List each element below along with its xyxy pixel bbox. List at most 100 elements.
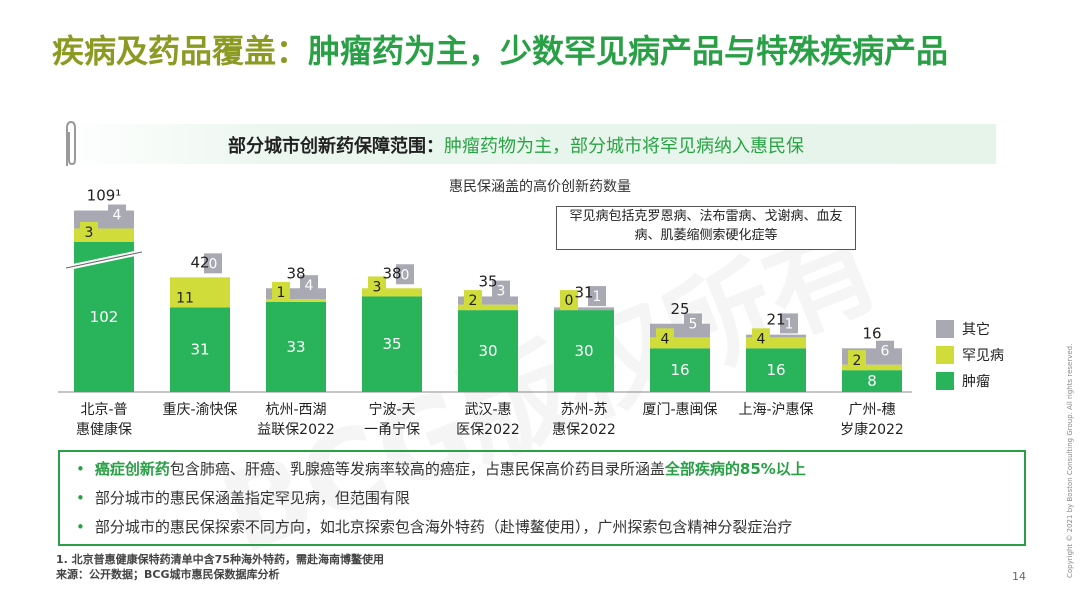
value-label-1-rare: 3 xyxy=(85,225,94,241)
category-label-1-line-1: 北京-普 xyxy=(80,402,127,418)
value-label-9-tumor: 8 xyxy=(867,372,877,390)
bullet-3: • 部分城市的惠民保探索不同方向，如北京探索包含海外特药（赴博鳌使用），广州探索包… xyxy=(76,516,792,537)
value-label-4-rare: 3 xyxy=(373,279,382,295)
category-label-4-line-2: 一甬宁保 xyxy=(364,421,420,438)
value-label-9-other-box xyxy=(876,340,894,361)
bar-6-other xyxy=(554,307,614,311)
bar-8-other xyxy=(746,334,806,338)
bar-7-rare xyxy=(650,337,710,349)
category-label-9-line-2: 岁康2022 xyxy=(840,421,904,438)
category-label-3-line-2: 益联保2022 xyxy=(257,422,335,438)
value-label-8-other: 1 xyxy=(785,316,794,332)
value-label-6-tumor: 30 xyxy=(574,342,593,360)
value-label-5-rare-box xyxy=(464,290,482,311)
total-label-2: 42 xyxy=(190,253,209,271)
value-label-1-other-box xyxy=(108,204,126,225)
bullet-dot: • xyxy=(76,460,85,478)
category-label-4-line-1: 宁波-天 xyxy=(368,401,415,418)
value-label-8-other-box xyxy=(780,313,798,334)
bar-6-tumor xyxy=(554,310,614,392)
bullet-1: • 癌症创新药包含肺癌、肝癌、乳腺癌等发病率较高的癌症，占惠民保高价药目录所涵盖全… xyxy=(76,458,806,479)
paperclip-icon xyxy=(66,120,76,166)
value-label-7-rare: 4 xyxy=(661,331,670,347)
legend-label-rare: 罕见病 xyxy=(962,348,1004,364)
footnote-1: 1. 北京普惠健康保特药清单中含75种海外特药，需赴海南博鳌使用 xyxy=(56,553,384,566)
bullet-1-highlight-1: 癌症创新药 xyxy=(94,460,170,478)
value-label-7-rare-box xyxy=(656,328,674,349)
copyright-notice: Copyright © 2021 by Boston Consulting Gr… xyxy=(1066,343,1074,578)
value-label-5-other-box xyxy=(492,280,510,301)
value-label-6-other-box xyxy=(588,286,606,307)
value-label-2-tumor: 31 xyxy=(190,341,209,359)
legend-swatch-rare xyxy=(936,346,954,364)
value-label-1-other: 4 xyxy=(113,208,122,224)
legend-swatch-tumor xyxy=(936,372,954,390)
value-label-7-tumor: 16 xyxy=(670,361,689,379)
total-label-6: 31 xyxy=(574,283,593,301)
value-label-3-other-box xyxy=(300,275,318,296)
bar-9-tumor xyxy=(842,370,902,392)
value-label-7-other: 5 xyxy=(689,316,698,332)
bullet-dot: • xyxy=(76,518,85,536)
value-label-7-other-box xyxy=(684,313,702,334)
rare-disease-callout: 罕见病包括克罗恩病、法布雷病、戈谢病、血友病、肌萎缩侧索硬化症等 xyxy=(556,206,856,250)
value-label-1-tumor: 102 xyxy=(90,308,119,326)
category-label-9-line-1: 广州-穗 xyxy=(848,402,895,418)
bullet-2: • 部分城市的惠民保涵盖指定罕见病，但范围有限 xyxy=(76,487,410,508)
value-label-8-rare-box xyxy=(752,328,770,349)
bar-3-rare xyxy=(266,299,326,302)
legend-item-tumor: 肿瘤 xyxy=(936,368,1004,394)
subhead-bold: 部分城市创新药保障范围： xyxy=(228,136,444,157)
value-label-6-other: 1 xyxy=(593,289,602,305)
category-label-1-line-2: 惠健康保 xyxy=(76,421,132,438)
category-label-2-line-1: 重庆-渝快保 xyxy=(162,402,237,418)
value-label-9-other: 6 xyxy=(881,344,890,360)
category-label-7-line-1: 厦门-惠闽保 xyxy=(642,402,717,418)
value-label-4-rare-box xyxy=(368,276,386,297)
value-label-4-other: 0 xyxy=(401,267,410,283)
bullet-3-text: 部分城市的惠民保探索不同方向，如北京探索包含海外特药（赴博鳌使用），广州探索包含… xyxy=(94,518,793,536)
category-label-5-line-2: 医保2022 xyxy=(456,422,520,438)
value-label-3-other: 4 xyxy=(305,278,314,294)
total-label-8: 21 xyxy=(766,311,785,329)
bar-8-tumor xyxy=(746,348,806,392)
page-title: 疾病及药品覆盖：肿瘤药为主，少数罕见病产品与特殊疾病产品 xyxy=(52,30,1032,72)
total-label-1: 109¹ xyxy=(87,187,122,205)
bar-3-tumor xyxy=(266,301,326,392)
bar-4-tumor xyxy=(362,296,422,392)
bar-9-rare xyxy=(842,364,902,371)
value-label-6-rare: 0 xyxy=(565,293,574,309)
total-label-7: 25 xyxy=(670,300,689,318)
total-label-3: 38 xyxy=(286,264,305,282)
title-rest: 肿瘤药为主，少数罕见病产品与特殊疾病产品 xyxy=(308,32,949,70)
bullet-2-text: 部分城市的惠民保涵盖指定罕见病，但范围有限 xyxy=(94,489,410,507)
chart-title: 惠民保涵盖的高价创新药数量 xyxy=(449,179,631,195)
total-label-4: 38 xyxy=(382,264,401,282)
value-label-2-other: 0 xyxy=(209,256,218,272)
total-label-9: 16 xyxy=(862,324,881,342)
category-label-3-line-1: 杭州-西湖 xyxy=(265,402,326,418)
value-label-2-other-box xyxy=(204,253,222,274)
bar-2-tumor xyxy=(170,307,230,392)
value-label-6-rare-box xyxy=(560,290,578,311)
bullet-1-highlight-2: 全部疾病的85%以上 xyxy=(664,460,806,478)
value-label-9-rare: 2 xyxy=(853,353,862,369)
bar-5-tumor xyxy=(458,310,518,392)
bar-8-rare xyxy=(746,337,806,349)
value-label-5-other: 3 xyxy=(497,284,506,300)
title-lead: 疾病及药品覆盖： xyxy=(52,32,309,70)
legend-item-other: 其它 xyxy=(936,316,1004,342)
category-label-5-line-1: 武汉-惠 xyxy=(464,402,511,418)
bar-1-tumor xyxy=(74,242,134,392)
subhead-highlight: 肿瘤药物为主，部分城市将罕见病纳入惠民保 xyxy=(444,136,804,157)
legend-swatch-other xyxy=(936,320,954,338)
value-label-3-tumor: 33 xyxy=(286,338,305,356)
value-label-3-rare: 1 xyxy=(277,285,286,301)
page-number: 14 xyxy=(1012,570,1026,583)
legend-label-tumor: 肿瘤 xyxy=(962,374,990,390)
legend: 其它 罕见病 肿瘤 xyxy=(936,316,1004,394)
bar-5-other xyxy=(458,296,518,305)
bar-3-other xyxy=(266,288,326,300)
bar-4-rare xyxy=(362,288,422,297)
value-label-4-other-box xyxy=(396,264,414,285)
